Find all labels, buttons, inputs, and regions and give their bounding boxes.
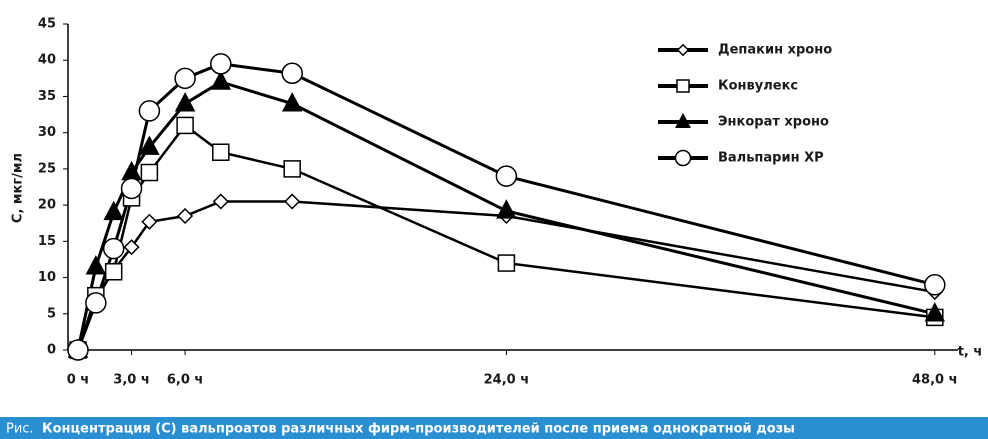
marker-triangle [139,135,160,155]
marker-circle [67,339,89,361]
marker-diamond [284,193,301,210]
y-tick-label: 35 [38,89,56,104]
legend-label: Энкорат хроно [718,115,829,130]
marker-square [104,263,123,281]
legend-label: Вальпарин ХР [718,151,824,166]
marker-square [212,143,230,161]
marker-circle [281,62,303,85]
legend-label: Депакин хроно [718,43,832,58]
marker-circle [85,292,107,314]
y-tick-label: 40 [38,53,56,68]
marker-triangle [85,255,107,275]
series-line [76,62,936,351]
marker-circle [495,165,518,187]
marker-diamond [141,213,158,230]
marker-diamond [177,207,194,225]
marker-square [140,163,159,182]
marker-circle [102,237,125,260]
marker-triangle [496,199,517,219]
y-tick-label: 25 [38,161,56,176]
marker-square [176,116,194,135]
x-tick-label: 0 ч [67,373,90,388]
x-axis-label: t, ч [958,345,983,360]
y-tick-label: 5 [47,306,56,321]
marker-diamond [212,193,229,210]
marker-circle [174,67,196,90]
series-line [76,80,936,351]
legend-label: Конвулекс [718,79,798,94]
marker-square [283,160,301,178]
marker-circle [120,177,143,200]
caption: Концентрация (С) вальпроатов различных ф… [42,422,795,437]
marker-triangle [675,112,691,128]
marker-circle [210,53,232,75]
marker-diamond [123,239,140,256]
x-tick-label: 6,0 ч [167,373,203,388]
marker-triangle [281,92,303,112]
y-tick-label: 10 [38,270,56,285]
series-line [76,123,935,351]
marker-diamond [676,43,690,57]
marker-circle [924,274,946,296]
y-tick-label: 30 [38,125,56,140]
y-tick-label: 15 [38,234,56,249]
x-tick-label: 48,0 ч [912,373,958,388]
y-tick-label: 45 [38,17,56,32]
marker-circle [138,100,161,122]
marker-triangle [210,70,232,90]
caption-bar [0,417,988,439]
x-tick-label: 3,0 ч [113,373,149,388]
marker-triangle [103,200,124,221]
y-tick-label: 0 [47,343,56,358]
marker-triangle [924,302,946,322]
x-tick-label: 24,0 ч [484,373,530,388]
y-tick-label: 20 [38,198,56,213]
marker-triangle [174,92,196,112]
y-axis-label: C, мкг/мл [11,153,26,223]
marker-square [676,79,690,93]
caption-prefix: Рис. [6,422,34,437]
marker-square [497,254,516,272]
marker-circle [674,149,692,167]
